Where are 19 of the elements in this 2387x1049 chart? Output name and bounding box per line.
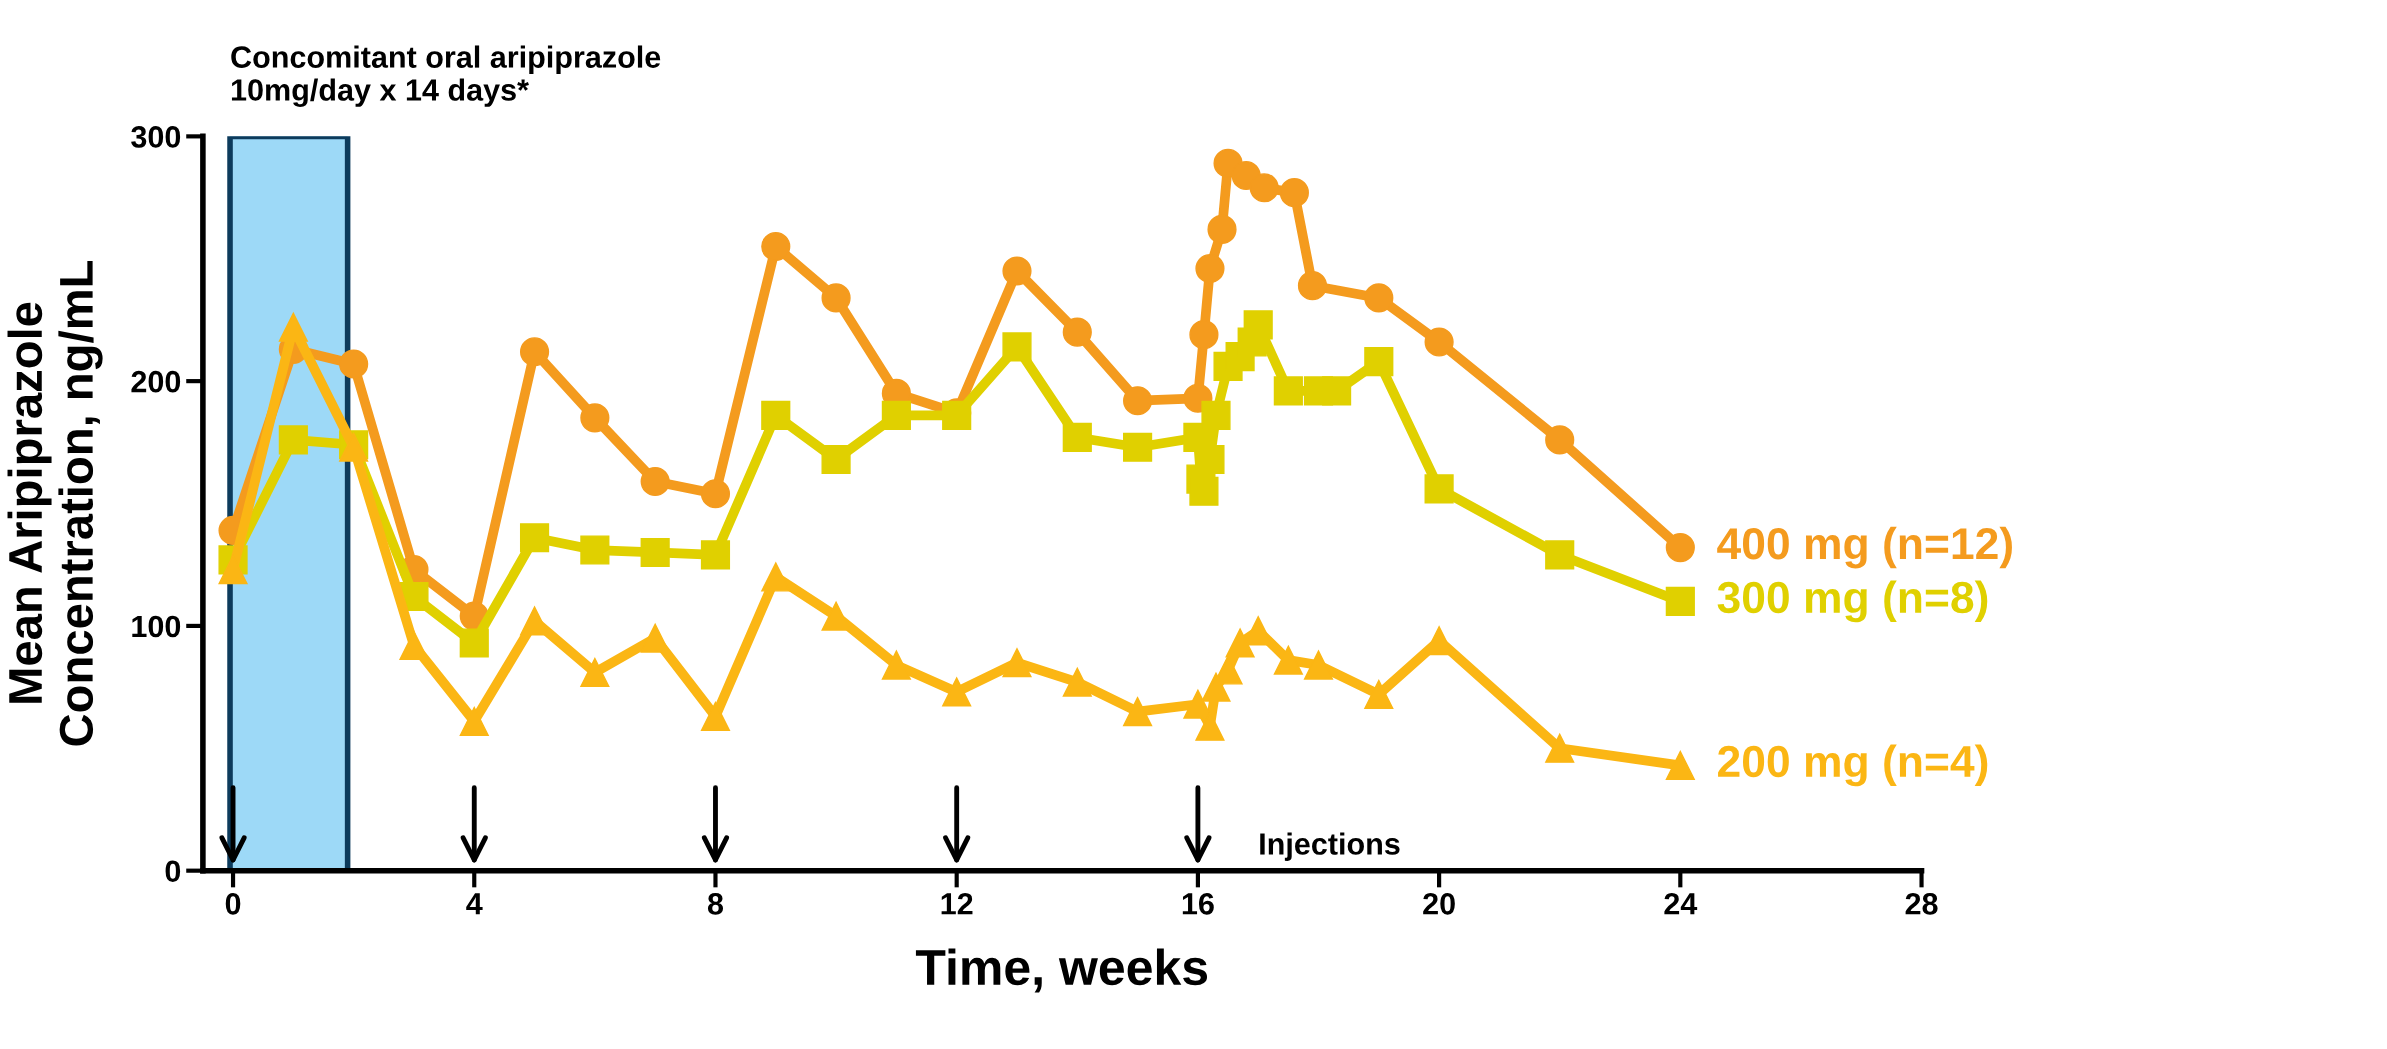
annotation: Injections bbox=[1260, 832, 1400, 861]
x-tick-label: 0 bbox=[225, 893, 241, 915]
x-tick-label: 4 bbox=[466, 893, 483, 915]
y-tick-label: 300 bbox=[131, 126, 181, 148]
x-tick-label: 24 bbox=[1664, 893, 1698, 915]
x-tick-label: 20 bbox=[1423, 893, 1455, 915]
series-label: 200 mg (n=4) bbox=[1718, 744, 1988, 787]
x-tick-label: 8 bbox=[707, 893, 724, 915]
x-tick-label: 28 bbox=[1905, 893, 1938, 915]
band-label: Concomitant oral aripiprazole 10mg/day x 14 days* bbox=[231, 45, 661, 107]
y-tick-label: 0 bbox=[165, 860, 181, 883]
x-tick-label: 16 bbox=[1182, 893, 1214, 915]
y-tick-label: 200 bbox=[131, 370, 181, 393]
y-axis-title: Mean Aripiprazole Concentration, ng/mL bbox=[7, 260, 103, 746]
x-axis-title: Time, weeks bbox=[915, 948, 1208, 993]
series-label: 400 mg (n=12) bbox=[1717, 526, 2012, 569]
series-label: 300 mg (n=8) bbox=[1717, 580, 1988, 623]
x-tick-label: 12 bbox=[941, 893, 973, 915]
y-tick-label: 100 bbox=[132, 615, 181, 638]
